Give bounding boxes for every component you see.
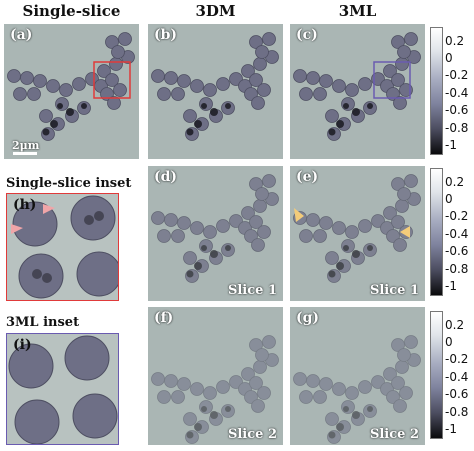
inset-box-purple bbox=[373, 61, 411, 99]
scale-bar-label: 2μm bbox=[12, 139, 40, 152]
colorbar-tick: -0.4 bbox=[445, 370, 469, 384]
colorbar-tick: -0.6 bbox=[445, 387, 469, 401]
panel-label-f: (f) bbox=[154, 310, 174, 326]
colorbar-tick: -0.6 bbox=[445, 244, 469, 258]
inset-box-red bbox=[93, 61, 131, 99]
panel-label-a: (a) bbox=[10, 27, 33, 43]
colorbar-tick: -0.8 bbox=[445, 262, 469, 276]
colorbar-tick: -0.6 bbox=[445, 103, 469, 117]
colorbar-tick: 0.2 bbox=[445, 318, 465, 332]
colorbar-tick: -1 bbox=[445, 138, 457, 152]
colorbar-tick: -0.2 bbox=[445, 209, 469, 223]
title-3dm: 3DM bbox=[195, 2, 236, 20]
slice-label-f: Slice 2 bbox=[227, 427, 277, 442]
marker-arrow-yellow bbox=[400, 226, 410, 238]
bead-cluster bbox=[7, 32, 135, 141]
colorbar-tick: 0 bbox=[445, 335, 453, 349]
colorbar-tick: -0.2 bbox=[445, 68, 469, 82]
colorbar-middle bbox=[430, 168, 443, 296]
marker-arrow-yellow bbox=[294, 208, 304, 222]
panel-c: (c) bbox=[290, 24, 425, 159]
colorbar-tick: 0.2 bbox=[445, 175, 465, 189]
panel-b: (b) bbox=[148, 24, 283, 159]
panel-a: (a) 2μm bbox=[4, 24, 139, 159]
panel-label-d: (d) bbox=[154, 169, 178, 185]
panel-label-g: (g) bbox=[296, 310, 320, 326]
heading-3ml-inset: 3ML inset bbox=[6, 315, 80, 330]
colorbar-tick: -1 bbox=[445, 279, 457, 293]
scale-bar bbox=[13, 152, 37, 155]
colorbar-tick: 0.2 bbox=[445, 34, 465, 48]
panel-f: (f) Slice 2 bbox=[148, 307, 283, 445]
heading-single-slice-inset: Single-slice inset bbox=[6, 176, 132, 191]
colorbar-tick: -0.8 bbox=[445, 405, 469, 419]
panel-d: (d) Slice 1 bbox=[148, 166, 283, 301]
panel-label-b: (b) bbox=[154, 27, 178, 43]
panel-i: (i) bbox=[6, 333, 119, 445]
colorbar-tick: -1 bbox=[445, 422, 457, 436]
colorbar-tick: 0 bbox=[445, 51, 453, 65]
slice-label-d: Slice 1 bbox=[227, 283, 277, 298]
panel-label-e: (e) bbox=[296, 169, 319, 185]
colorbar-bottom bbox=[430, 311, 443, 439]
slice-label-g: Slice 2 bbox=[369, 427, 419, 442]
panel-label-c: (c) bbox=[296, 27, 318, 43]
panel-g: (g) Slice 2 bbox=[290, 307, 425, 445]
panel-e: (e) Slice 1 bbox=[290, 166, 425, 301]
panel-label-i: (i) bbox=[13, 337, 32, 353]
colorbar-tick: -0.2 bbox=[445, 352, 469, 366]
title-3ml: 3ML bbox=[338, 2, 377, 20]
marker-arrow-pink bbox=[11, 224, 23, 234]
panel-label-h: (h) bbox=[13, 197, 37, 213]
colorbar-top bbox=[430, 27, 443, 155]
colorbar-tick: -0.4 bbox=[445, 86, 469, 100]
marker-arrow-pink bbox=[43, 204, 55, 214]
slice-label-e: Slice 1 bbox=[369, 283, 419, 298]
colorbar-tick: 0 bbox=[445, 192, 453, 206]
title-single-slice: Single-slice bbox=[22, 2, 121, 20]
panel-h: (h) bbox=[6, 193, 119, 301]
colorbar-tick: -0.8 bbox=[445, 121, 469, 135]
colorbar-tick: -0.4 bbox=[445, 227, 469, 241]
